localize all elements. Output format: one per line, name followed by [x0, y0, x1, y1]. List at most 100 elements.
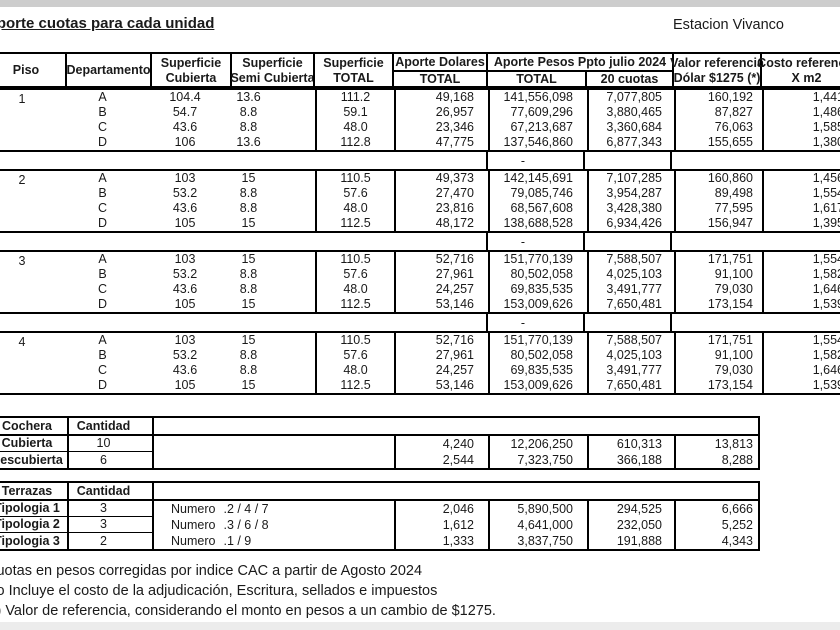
cell-departamento: D [97, 135, 108, 150]
cell-sup-total: 110.5 [315, 333, 394, 348]
cell-aporte-dolares: 27,470 [394, 186, 488, 201]
cell-aporte-dolares: 2,046 [394, 501, 488, 517]
cell-sup-semi: 15 [241, 252, 256, 267]
cell-sup-total: 112.8 [315, 135, 394, 150]
cell-costo-referencia: 1,441 [762, 90, 840, 105]
cell-aporte-pesos: 80,502,058 [488, 348, 587, 363]
window-edge-bottom [0, 622, 840, 630]
unit-row: B 53.2 8.8 57.6 27,470 79,085,746 3,954,… [0, 186, 840, 201]
cell-aporte-dolares: 52,716 [394, 252, 488, 267]
cell-aporte-pesos: 137,546,860 [488, 135, 587, 150]
cell-valor-referencia: 91,100 [674, 267, 762, 282]
cell-departamento: D [97, 216, 108, 231]
cell-aporte-pesos: 69,835,535 [488, 363, 587, 378]
cell-sup-semi: 15 [241, 333, 256, 348]
cell-sup-total: 48.0 [315, 282, 394, 297]
cell-sup-cubierta: 43.6 [172, 363, 198, 378]
header-aporte-pesos-total: TOTAL [486, 70, 585, 86]
cochera-section: Cochera Cantidad Cubierta 10 4,240 12,20… [0, 416, 760, 470]
cell-valor-referencia: 79,030 [674, 282, 762, 297]
cell-valor-referencia: 173,154 [674, 378, 762, 393]
cell-cantidad: 3 [67, 501, 152, 517]
cell-20-cuotas: 4,025,103 [587, 267, 674, 282]
cell-label: Cubierta [0, 436, 67, 452]
cell-aporte-dolares: 2,544 [394, 452, 488, 468]
cell-aporte-dolares: 24,257 [394, 282, 488, 297]
cell-aporte-pesos: 77,609,296 [488, 105, 587, 120]
cell-sup-semi: 8.8 [239, 105, 258, 120]
cell-costo-referencia: 1,539 [762, 378, 840, 393]
cell-sup-semi: 8.8 [239, 282, 258, 297]
cell-label: Tipologia 1 [0, 501, 67, 517]
header-aporte-dolares: Aporte Dolares [392, 54, 486, 70]
cantidad-header: Cantidad [67, 418, 152, 434]
cell-departamento: A [98, 171, 107, 186]
floor-number: 3 [18, 253, 26, 268]
cell-aporte-dolares: 1,612 [394, 517, 488, 533]
cell-sup-semi: 8.8 [239, 363, 258, 378]
cell-sup-semi: 13.6 [236, 135, 261, 150]
cell-valor-referencia: 89,498 [674, 186, 762, 201]
cell-20-cuotas: 3,954,287 [587, 186, 674, 201]
cell-aporte-pesos: 69,835,535 [488, 282, 587, 297]
cell-departamento: B [98, 105, 107, 120]
separator-row: - [0, 152, 840, 169]
cell-aporte-pesos: 67,213,687 [488, 120, 587, 135]
cell-sup-cubierta: 54.7 [172, 105, 198, 120]
cell-sup-total: 57.6 [315, 186, 394, 201]
cell-20-cuotas: 191,888 [587, 533, 674, 549]
cell-valor-referencia: 155,655 [674, 135, 762, 150]
cell-departamento: D [97, 378, 108, 393]
cell-sup-total: 112.5 [315, 297, 394, 312]
header-aporte-pesos: Aporte Pesos Ppto julio 2024 [486, 54, 672, 70]
cell-valor-referencia: 76,063 [674, 120, 762, 135]
header-20-cuotas: 20 cuotas [585, 70, 672, 86]
cell-departamento: C [97, 363, 108, 378]
cell-20-cuotas: 610,313 [587, 436, 674, 452]
cell-sup-cubierta: 43.6 [172, 201, 198, 216]
cell-departamento: B [98, 267, 107, 282]
cell-aporte-pesos: 138,688,528 [488, 216, 587, 231]
unit-row: D 105 15 112.5 48,172 138,688,528 6,934,… [0, 216, 840, 231]
cell-aporte-dolares: 27,961 [394, 348, 488, 363]
header-departamento: Departamento [65, 54, 151, 86]
floor-block-1: 1 A 104.4 13.6 111.2 49,168 141,556,098 … [0, 88, 840, 152]
cell-valor-referencia: 5,252 [674, 517, 762, 533]
cell-cantidad: 6 [67, 452, 152, 468]
table-header: Piso Departamento Superficie Cubierta Su… [0, 52, 840, 88]
cell-aporte-dolares: 53,146 [394, 378, 488, 393]
cell-sup-total: 48.0 [315, 120, 394, 135]
separator-row: - [0, 314, 840, 331]
cell-aporte-dolares: 53,146 [394, 297, 488, 312]
cell-20-cuotas: 3,491,777 [587, 282, 674, 297]
cell-aporte-pesos: 12,206,250 [488, 436, 587, 452]
cell-sup-cubierta: 105 [174, 378, 196, 393]
cell-costo-referencia: 1,554 [762, 252, 840, 267]
cell-sup-semi: 8.8 [239, 348, 258, 363]
cell-aporte-dolares: 49,168 [394, 90, 488, 105]
cell-20-cuotas: 4,025,103 [587, 348, 674, 363]
floor-block-2: 2 A 103 15 110.5 49,373 142,145,691 7,10… [0, 169, 840, 233]
cell-cantidad: 10 [67, 436, 152, 452]
cell-sup-semi: 15 [241, 378, 256, 393]
cell-costo-referencia: 1,554 [762, 333, 840, 348]
cantidad-header: Cantidad [67, 483, 152, 499]
cell-sup-total: 57.6 [315, 348, 394, 363]
cell-aporte-pesos: 68,567,608 [488, 201, 587, 216]
cell-aporte-dolares: 52,716 [394, 333, 488, 348]
cell-cantidad: 2 [67, 533, 152, 549]
cochera-title: Cochera [1, 418, 53, 433]
cell-valor-referencia: 87,827 [674, 105, 762, 120]
cell-valor-referencia: 13,813 [674, 436, 762, 452]
cell-departamento: B [98, 186, 107, 201]
cell-sup-cubierta: 53.2 [172, 348, 198, 363]
terrazas-title: Terrazas [1, 483, 53, 498]
cell-label: Tipologia 2 [0, 517, 67, 533]
header-sup-cubierta: Superficie Cubierta [150, 54, 230, 86]
cell-20-cuotas: 232,050 [587, 517, 674, 533]
cell-label: Descubierta [0, 452, 63, 467]
header-valor-referencia: Valor referencia Dólar $1275 (*) [670, 54, 764, 86]
header-piso: Piso [12, 63, 40, 77]
cell-sup-cubierta: 104.4 [169, 90, 201, 105]
